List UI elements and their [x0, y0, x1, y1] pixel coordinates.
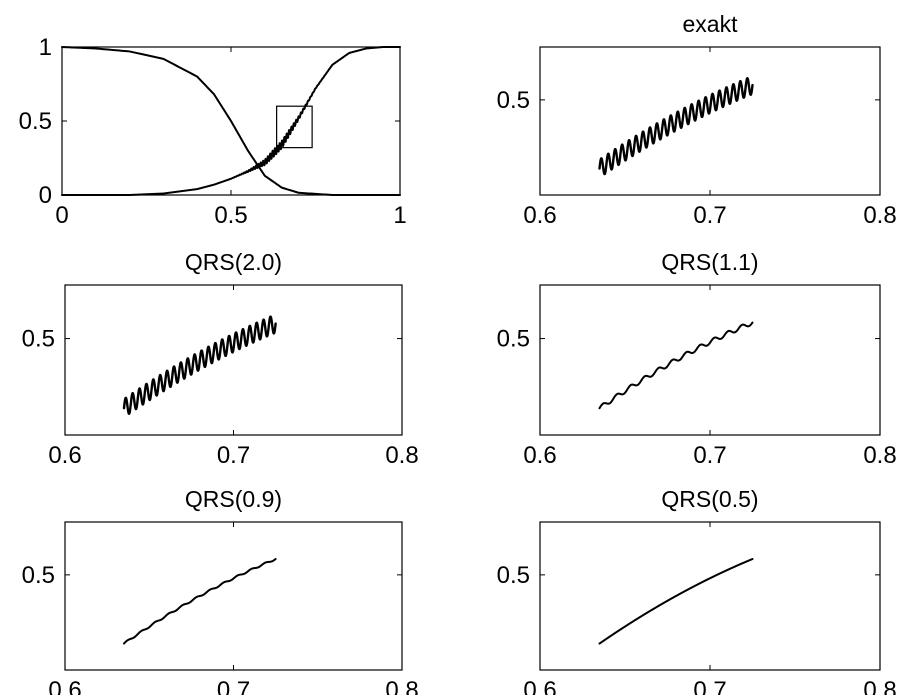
chart-title: QRS(0.9)	[185, 486, 282, 512]
x-tick-label: 0.6	[48, 442, 81, 469]
axes-frame	[64, 284, 403, 436]
axes-frame	[539, 284, 881, 436]
axes-frame	[539, 46, 881, 196]
y-tick-label: 0.5	[497, 326, 530, 353]
y-tick-label: 0.5	[497, 87, 530, 114]
series-line-1	[122, 558, 277, 645]
x-tick-label: 0.8	[385, 442, 418, 469]
x-tick-label: 0.6	[523, 202, 556, 229]
x-tick-label: 0.7	[693, 677, 726, 695]
x-tick-label: 0.7	[693, 202, 726, 229]
series-line-2	[61, 46, 401, 196]
chart-title: QRS(0.5)	[661, 486, 758, 512]
series-line-1	[598, 321, 754, 410]
chart-title: exakt	[683, 11, 739, 37]
y-tick-label: 0.5	[497, 562, 530, 589]
x-tick-label: 0.6	[523, 442, 556, 469]
x-tick-label: 0.7	[217, 677, 250, 695]
y-tick-label: 0.5	[19, 108, 52, 135]
x-tick-label: 0	[55, 202, 68, 229]
x-tick-label: 0.6	[48, 677, 81, 695]
chart-panel-2: exakt 0.6 0.7 0.8 0.5	[497, 11, 897, 229]
chart-panel-1: 0 0.5 1 0 0.5 1	[19, 34, 407, 229]
series-line-1	[598, 77, 754, 176]
y-tick-label: 0	[39, 182, 52, 209]
y-tick-label: 1	[39, 34, 52, 61]
x-tick-label: 0.7	[217, 442, 250, 469]
chart-title: QRS(2.0)	[185, 249, 282, 275]
chart-panel-6: QRS(0.5) 0.6 0.7 0.8 0.5	[497, 486, 897, 695]
x-tick-label: 0.5	[214, 202, 247, 229]
series-line-1	[122, 315, 277, 415]
zoom-region-box	[276, 105, 313, 149]
x-tick-label: 0.8	[863, 202, 896, 229]
x-tick-label: 0.8	[385, 677, 418, 695]
x-tick-label: 1	[393, 202, 406, 229]
series-line-1	[598, 558, 754, 645]
y-tick-label: 0.5	[22, 562, 55, 589]
axes-frame	[539, 521, 881, 671]
x-tick-label: 0.7	[693, 442, 726, 469]
x-tick-label: 0.6	[523, 677, 556, 695]
axes-frame	[64, 521, 403, 671]
y-tick-label: 0.5	[22, 326, 55, 353]
x-tick-label: 0.8	[863, 442, 896, 469]
series-line-1	[61, 46, 401, 196]
chart-panel-5: QRS(0.9) 0.6 0.7 0.8 0.5	[22, 486, 419, 695]
x-tick-label: 0.8	[863, 677, 896, 695]
chart-title: QRS(1.1)	[661, 249, 758, 275]
chart-panel-4: QRS(1.1) 0.6 0.7 0.8 0.5	[497, 249, 897, 469]
chart-panel-3: QRS(2.0) 0.6 0.7 0.8 0.5	[22, 249, 419, 469]
